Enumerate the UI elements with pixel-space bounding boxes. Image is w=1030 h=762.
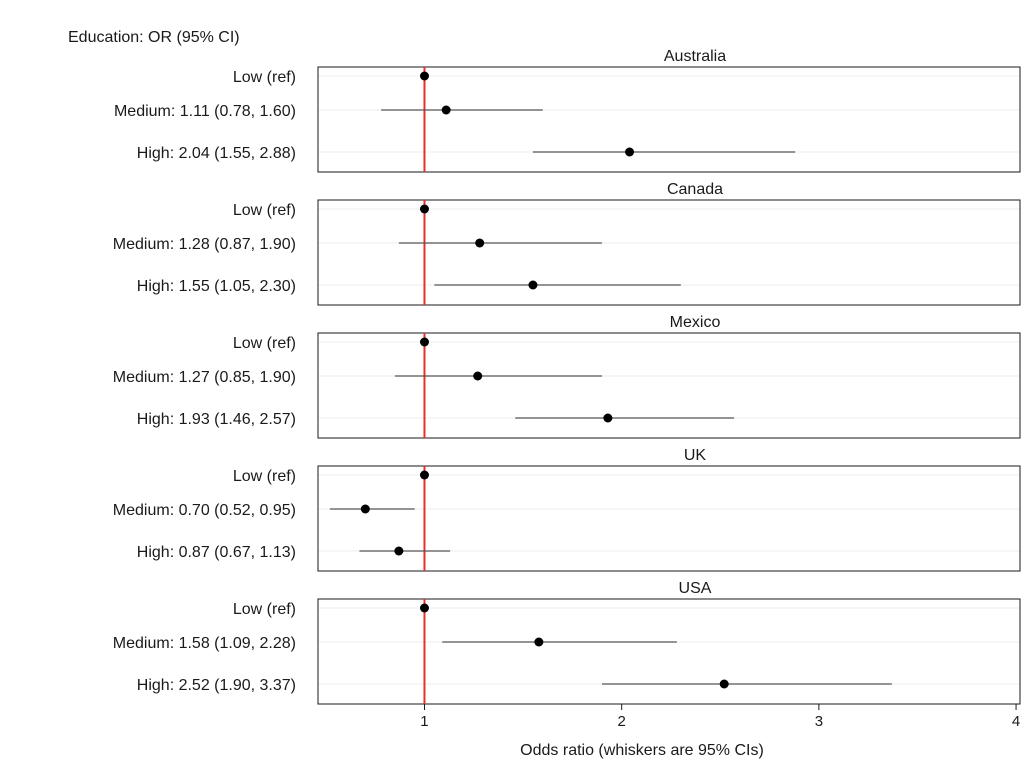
x-tick-label: 4 — [1012, 713, 1020, 730]
point-estimate — [473, 371, 483, 381]
row-label: Low (ref) — [233, 69, 296, 86]
row-label: Medium: 1.11 (0.78, 1.60) — [114, 103, 296, 120]
panel-title: Canada — [667, 181, 723, 198]
panel-canada: Canada Low (ref) Medium: 1.28 (0.87, 1.90)… — [113, 181, 1021, 306]
point-estimate — [394, 546, 404, 556]
x-axis-label: Odds ratio (whiskers are 95% CIs) — [520, 742, 764, 759]
row-label: Low (ref) — [233, 601, 296, 618]
x-tick-label: 3 — [815, 713, 823, 730]
panel-frame — [317, 199, 1021, 306]
row-label: High: 0.87 (0.67, 1.13) — [137, 544, 296, 561]
row-label: Low (ref) — [233, 335, 296, 352]
x-tick-label: 2 — [618, 713, 626, 730]
point-estimate — [419, 470, 429, 480]
point-estimate — [360, 504, 370, 514]
panel-frame — [317, 598, 1021, 705]
panel-frame — [317, 332, 1021, 439]
panel-uk: UK Low (ref) Medium: 0.70 (0.52, 0.95) High… — [113, 447, 1021, 572]
row-label: High: 2.52 (1.90, 3.37) — [137, 677, 296, 694]
panel-frame — [317, 465, 1021, 572]
panel-usa: USA Low (ref) Medium: 1.58 (1.09, 2.28) Hig… — [113, 580, 1021, 705]
panel-frame — [317, 66, 1021, 173]
point-estimate — [419, 71, 429, 81]
row-label: High: 1.55 (1.05, 2.30) — [137, 278, 296, 295]
point-estimate — [528, 280, 538, 290]
panel-mexico: Mexico Low (ref) Medium: 1.27 (0.85, 1.90)… — [113, 314, 1021, 439]
panel-australia: Australia Low (ref) Medium: 1.11 (0.78, 1.… — [114, 48, 1021, 173]
point-estimate — [441, 105, 451, 115]
point-estimate — [603, 413, 613, 423]
point-estimate — [419, 204, 429, 214]
x-tick-label: 1 — [420, 713, 428, 730]
row-label: Medium: 1.28 (0.87, 1.90) — [113, 236, 296, 253]
row-label: High: 2.04 (1.55, 2.88) — [137, 145, 296, 162]
row-label: Medium: 1.27 (0.85, 1.90) — [113, 369, 296, 386]
point-estimate — [475, 238, 485, 248]
point-estimate — [719, 679, 729, 689]
panels-group: Australia Low (ref) Medium: 1.11 (0.78, 1.… — [113, 48, 1021, 705]
point-estimate — [625, 147, 635, 157]
panel-title: Mexico — [670, 314, 721, 331]
row-label: Medium: 1.58 (1.09, 2.28) — [113, 635, 296, 652]
panel-title: UK — [684, 447, 707, 464]
point-estimate — [419, 603, 429, 613]
panel-title: USA — [679, 580, 712, 597]
row-label: High: 1.93 (1.46, 2.57) — [137, 411, 296, 428]
x-axis: 1 2 3 4 — [420, 704, 1020, 730]
point-estimate — [419, 337, 429, 347]
row-label: Low (ref) — [233, 468, 296, 485]
column-header: Education: OR (95% CI) — [68, 29, 240, 46]
row-label: Low (ref) — [233, 202, 296, 219]
row-label: Medium: 0.70 (0.52, 0.95) — [113, 502, 296, 519]
panel-title: Australia — [664, 48, 726, 65]
point-estimate — [534, 637, 544, 647]
